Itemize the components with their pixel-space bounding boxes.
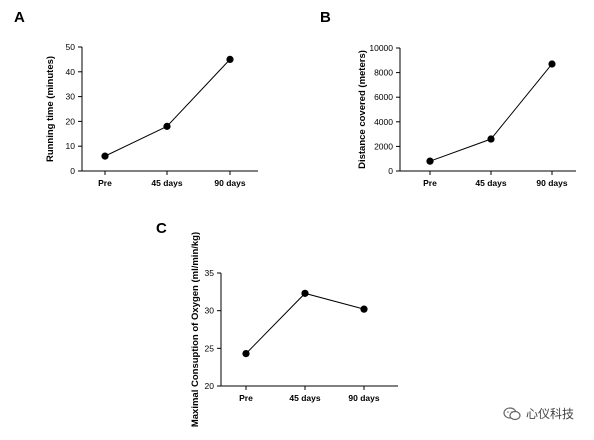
panel-c-x-tick-label: 45 days xyxy=(289,393,320,403)
panel-c-y-axis-title: Maximal Consuption of Oxygen (ml/min/kg) xyxy=(190,232,201,427)
panel-a-letter: A xyxy=(14,9,25,26)
panel-b-letter: B xyxy=(320,9,331,26)
panel-c-data-point xyxy=(301,289,309,297)
panel-c-y-tick-label: 35 xyxy=(205,268,215,278)
panel-c-y-tick-label: 25 xyxy=(205,343,215,353)
panel-a-y-tick-label: 40 xyxy=(66,67,76,77)
panel-a-y-tick-label: 0 xyxy=(70,166,75,176)
panel-a-y-tick-label: 10 xyxy=(66,141,76,151)
panel-b-data-point xyxy=(426,157,434,165)
panel-b-y-tick-label: 2000 xyxy=(374,141,393,151)
panel-c-x-tick-label: Pre xyxy=(239,393,253,403)
panel-c-x-tick-label: 90 days xyxy=(348,393,379,403)
panel-a-y-tick-label: 20 xyxy=(66,116,76,126)
panel-b-x-tick-label: 45 days xyxy=(475,178,506,188)
panel-a-x-tick-label: Pre xyxy=(98,178,112,188)
panel-c-series-line xyxy=(245,292,365,354)
panel-c-data-point xyxy=(360,305,368,313)
panel-c-y-tick-label: 20 xyxy=(205,381,215,391)
wechat-icon xyxy=(503,406,521,420)
panel-b-x-tick-label: Pre xyxy=(423,178,437,188)
panel-b-data-point xyxy=(487,135,495,143)
watermark-text: 心仪科技 xyxy=(525,407,574,421)
panel-b-x-tick-label: 90 days xyxy=(536,178,567,188)
panel-b-series-line xyxy=(429,63,553,162)
watermark: 心仪科技 xyxy=(503,405,574,422)
panel-a-x-tick-label: 90 days xyxy=(214,178,245,188)
panel-c-data-point xyxy=(242,350,250,358)
panel-a-data-point xyxy=(226,55,234,64)
panel-b-y-tick-label: 10000 xyxy=(369,43,393,53)
panel-a-series-line xyxy=(104,59,231,157)
panel-b-y-tick-label: 8000 xyxy=(374,68,393,78)
panel-b-y-tick-label: 0 xyxy=(388,166,393,176)
panel-b-y-tick-label: 6000 xyxy=(374,92,393,102)
panel-b-y-tick-label: 4000 xyxy=(374,117,393,127)
panel-a-y-tick-label: 30 xyxy=(66,92,76,102)
panel-b-data-point xyxy=(548,60,556,68)
panel-a-x-tick-label: 45 days xyxy=(151,178,182,188)
panel-a-y-axis-title: Running time (minutes) xyxy=(45,56,56,162)
panel-c-letter: C xyxy=(156,220,167,237)
panel-a-y-tick-label: 50 xyxy=(66,42,76,52)
panel-b-y-axis-title: Distance covered (meters) xyxy=(357,50,368,169)
panel-a-data-point xyxy=(163,122,171,130)
panel-a-data-point xyxy=(101,152,109,160)
panel-c-y-tick-label: 30 xyxy=(205,306,215,316)
